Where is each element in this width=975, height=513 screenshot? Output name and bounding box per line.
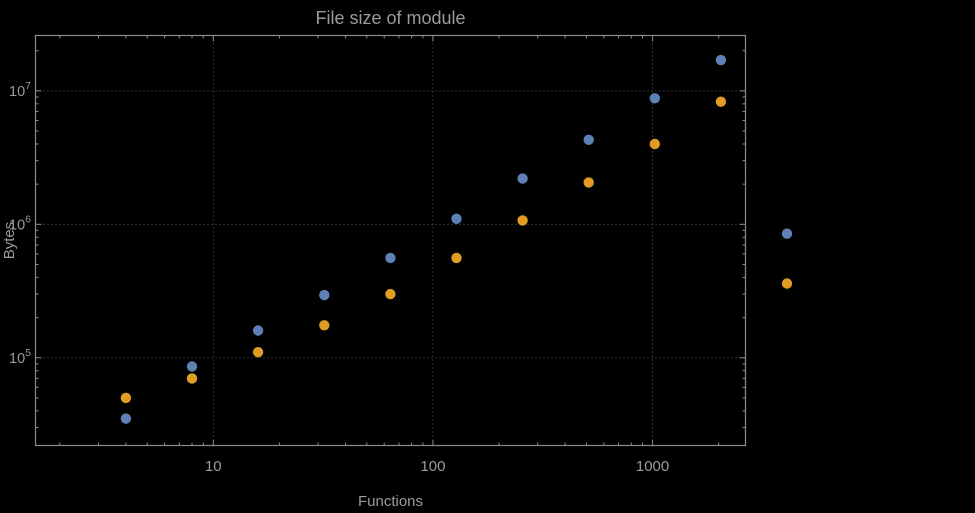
tick-marks [35, 35, 746, 446]
y-axis-label: Bytes [1, 222, 18, 260]
data-point-blue [385, 252, 396, 264]
x-tick-label: 10 [205, 458, 222, 475]
data-point-orange [517, 215, 528, 226]
chart-title: File size of module [315, 8, 465, 28]
data-point-orange [583, 177, 594, 188]
data-point-blue [781, 228, 793, 239]
x-axis-label: Functions [358, 493, 423, 510]
data-point-blue [319, 289, 330, 301]
data-point-blue [120, 413, 132, 424]
data-points [120, 54, 793, 424]
data-point-blue [186, 361, 198, 372]
data-point-orange [715, 96, 727, 107]
data-point-blue [451, 213, 462, 224]
data-point-blue [252, 325, 264, 336]
x-tick-label: 1000 [636, 458, 669, 475]
data-point-orange [186, 373, 198, 384]
data-point-orange [451, 252, 462, 264]
data-point-orange [252, 347, 264, 358]
grid [35, 35, 746, 446]
plot-frame [34, 34, 747, 447]
data-point-orange [385, 288, 396, 300]
y-tick-label: 107 [9, 80, 31, 100]
data-point-orange [319, 320, 330, 331]
data-point-orange [120, 392, 132, 404]
data-point-blue [517, 173, 528, 184]
data-point-orange [649, 138, 660, 150]
data-point-orange [781, 278, 793, 289]
x-tick-label: 100 [420, 458, 445, 475]
y-tick-label: 106 [9, 213, 31, 233]
data-point-blue [583, 134, 594, 145]
y-tick-label: 105 [9, 347, 31, 367]
data-point-blue [715, 54, 727, 66]
x-tick-labels: 10 100 1000 [205, 458, 669, 475]
data-point-blue [649, 93, 660, 104]
y-tick-labels: 105 106 107 [9, 80, 31, 367]
